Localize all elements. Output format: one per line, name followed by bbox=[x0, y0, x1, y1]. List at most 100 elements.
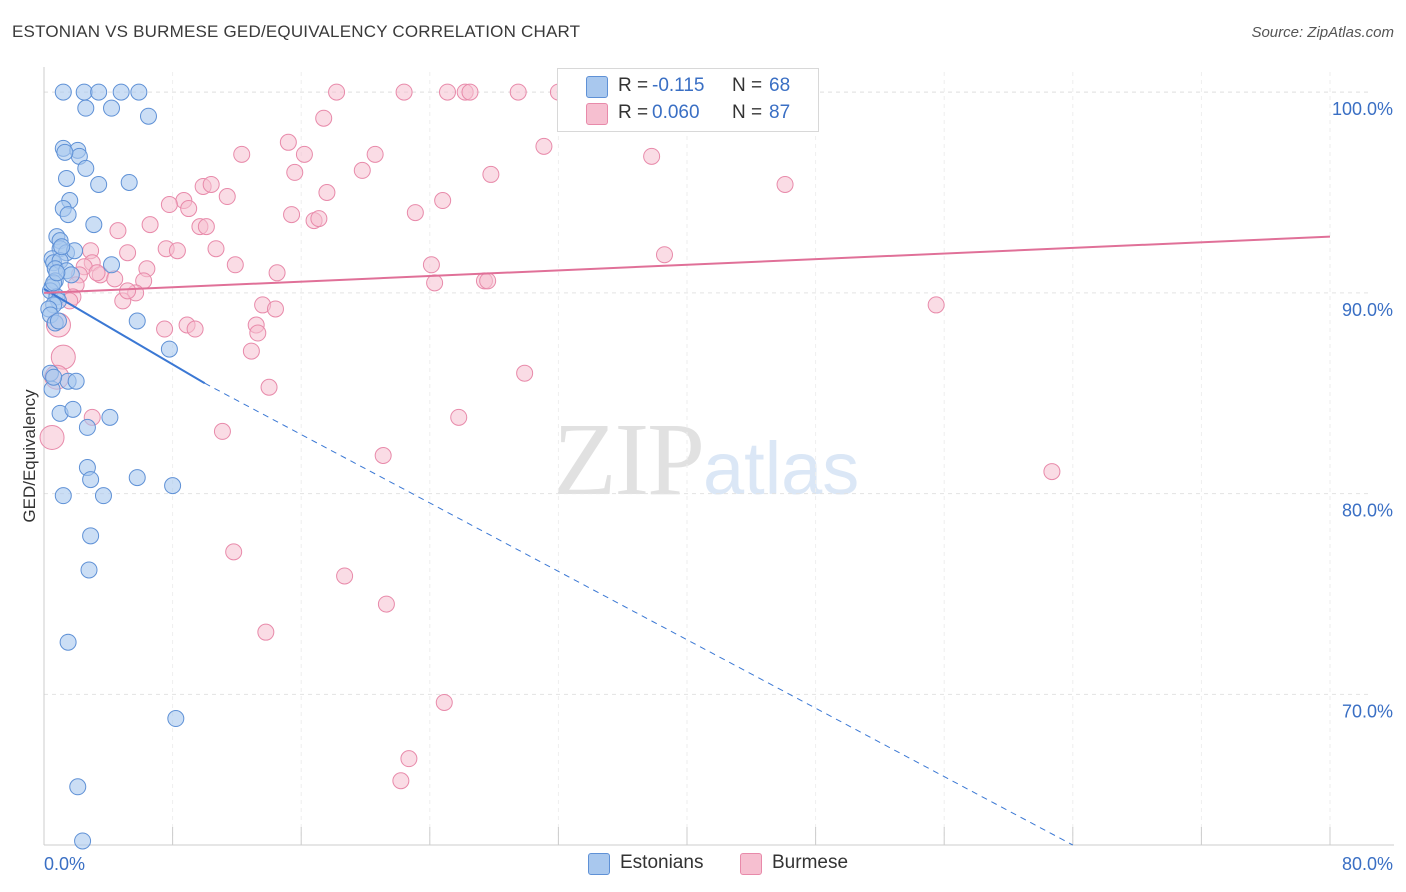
legend-row-burmese: R = 0.060 N = 87 bbox=[558, 100, 818, 126]
burmese-point bbox=[286, 163, 304, 181]
burmese-r-label: R = bbox=[618, 102, 649, 123]
burmese-point bbox=[406, 204, 424, 222]
burmese-point bbox=[400, 750, 418, 768]
burmese-point bbox=[156, 320, 174, 338]
burmese-point bbox=[310, 210, 328, 228]
estonian-point bbox=[45, 368, 63, 386]
burmese-point bbox=[109, 222, 127, 240]
burmese-point bbox=[160, 196, 178, 214]
burmese-point bbox=[279, 133, 297, 151]
axis-labels: 70.0% 80.0% 90.0% 100.0% 0.0% 80.0% GED/Equiva… bbox=[20, 99, 1393, 874]
burmese-swatch bbox=[586, 103, 608, 125]
burmese-point bbox=[353, 161, 371, 179]
burmese-trend-line bbox=[43, 235, 1331, 294]
estonian-point bbox=[128, 469, 146, 487]
burmese-point bbox=[180, 200, 198, 218]
burmese-point bbox=[283, 206, 301, 224]
estonian-point bbox=[75, 83, 93, 101]
estonian-point bbox=[164, 477, 182, 495]
estonian-point bbox=[130, 83, 148, 101]
burmese-r-value: 0.060 bbox=[652, 102, 700, 123]
burmese-point bbox=[202, 175, 220, 193]
burmese-point bbox=[395, 83, 413, 101]
y-axis-title: GED/Equivalency bbox=[20, 389, 39, 523]
estonian-point bbox=[120, 173, 138, 191]
burmese-point bbox=[516, 364, 534, 382]
estonian-point bbox=[94, 487, 112, 505]
estonian-point bbox=[69, 778, 87, 796]
burmese-n-label: N = bbox=[732, 102, 763, 123]
x-tick-label: 80.0% bbox=[1342, 854, 1393, 874]
burmese-point bbox=[776, 175, 794, 193]
estonian-point bbox=[78, 418, 96, 436]
estonian-trend-extension bbox=[204, 382, 1074, 846]
axes bbox=[43, 67, 1394, 846]
estonian-point bbox=[48, 264, 66, 282]
y-tick-label: 80.0% bbox=[1342, 501, 1393, 521]
estonian-point bbox=[67, 372, 85, 390]
burmese-point bbox=[218, 188, 236, 206]
source-label: Source: ZipAtlas.com bbox=[1251, 24, 1394, 41]
watermark-atlas: atlas bbox=[703, 427, 860, 510]
estonian-point bbox=[167, 710, 185, 728]
burmese-point bbox=[315, 109, 333, 127]
burmese-point bbox=[1043, 463, 1061, 481]
estonian-trend-line bbox=[43, 288, 206, 385]
burmese-point bbox=[366, 145, 384, 163]
estonian-point bbox=[77, 99, 95, 117]
burmese-point bbox=[260, 378, 278, 396]
estonian-point bbox=[85, 216, 103, 234]
estonians-swatch bbox=[586, 76, 608, 98]
burmese-point bbox=[461, 83, 479, 101]
estonian-point bbox=[62, 266, 80, 284]
estonian-point bbox=[139, 107, 157, 125]
burmese-point bbox=[213, 422, 231, 440]
estonians-legend-label: Estonians bbox=[620, 852, 704, 873]
burmese-point bbox=[186, 320, 204, 338]
estonian-point bbox=[112, 83, 130, 101]
burmese-legend-swatch bbox=[740, 853, 762, 875]
estonian-point bbox=[59, 206, 77, 224]
burmese-point bbox=[482, 165, 500, 183]
y-tick-label: 100.0% bbox=[1332, 99, 1393, 119]
estonian-point bbox=[103, 99, 121, 117]
estonian-point bbox=[128, 312, 146, 330]
x-tick-label: 0.0% bbox=[44, 854, 85, 874]
burmese-point bbox=[207, 240, 225, 258]
burmese-point bbox=[392, 772, 410, 790]
estonian-point bbox=[101, 408, 119, 426]
burmese-point bbox=[509, 83, 527, 101]
y-tick-label: 70.0% bbox=[1342, 701, 1393, 721]
burmese-point bbox=[328, 83, 346, 101]
estonian-point bbox=[90, 175, 108, 193]
estonian-point bbox=[90, 83, 108, 101]
estonians-r-value: -0.115 bbox=[652, 75, 705, 96]
burmese-point bbox=[268, 264, 286, 282]
estonian-point bbox=[82, 471, 100, 489]
watermark: ZIPatlas bbox=[553, 400, 859, 519]
burmese-point bbox=[119, 282, 137, 300]
burmese-point bbox=[535, 137, 553, 155]
burmese-point bbox=[450, 408, 468, 426]
estonians-n-value: 68 bbox=[769, 75, 791, 96]
burmese-point bbox=[643, 147, 661, 165]
burmese-point bbox=[655, 246, 673, 264]
y-tick-label: 90.0% bbox=[1342, 300, 1393, 320]
watermark-zip: ZIP bbox=[553, 402, 705, 517]
estonian-point bbox=[77, 159, 95, 177]
estonian-point bbox=[54, 487, 72, 505]
estonians-legend-swatch bbox=[588, 853, 610, 875]
burmese-point bbox=[226, 256, 244, 274]
burmese-point bbox=[426, 274, 444, 292]
estonian-point bbox=[160, 340, 178, 358]
burmese-point bbox=[233, 145, 251, 163]
burmese-point bbox=[119, 244, 137, 262]
burmese-point bbox=[435, 693, 453, 711]
estonian-points bbox=[40, 83, 185, 850]
burmese-point bbox=[295, 145, 313, 163]
burmese-point bbox=[39, 424, 65, 450]
burmese-point bbox=[422, 256, 440, 274]
estonian-point bbox=[64, 400, 82, 418]
burmese-point bbox=[197, 218, 215, 236]
burmese-point bbox=[106, 270, 124, 288]
